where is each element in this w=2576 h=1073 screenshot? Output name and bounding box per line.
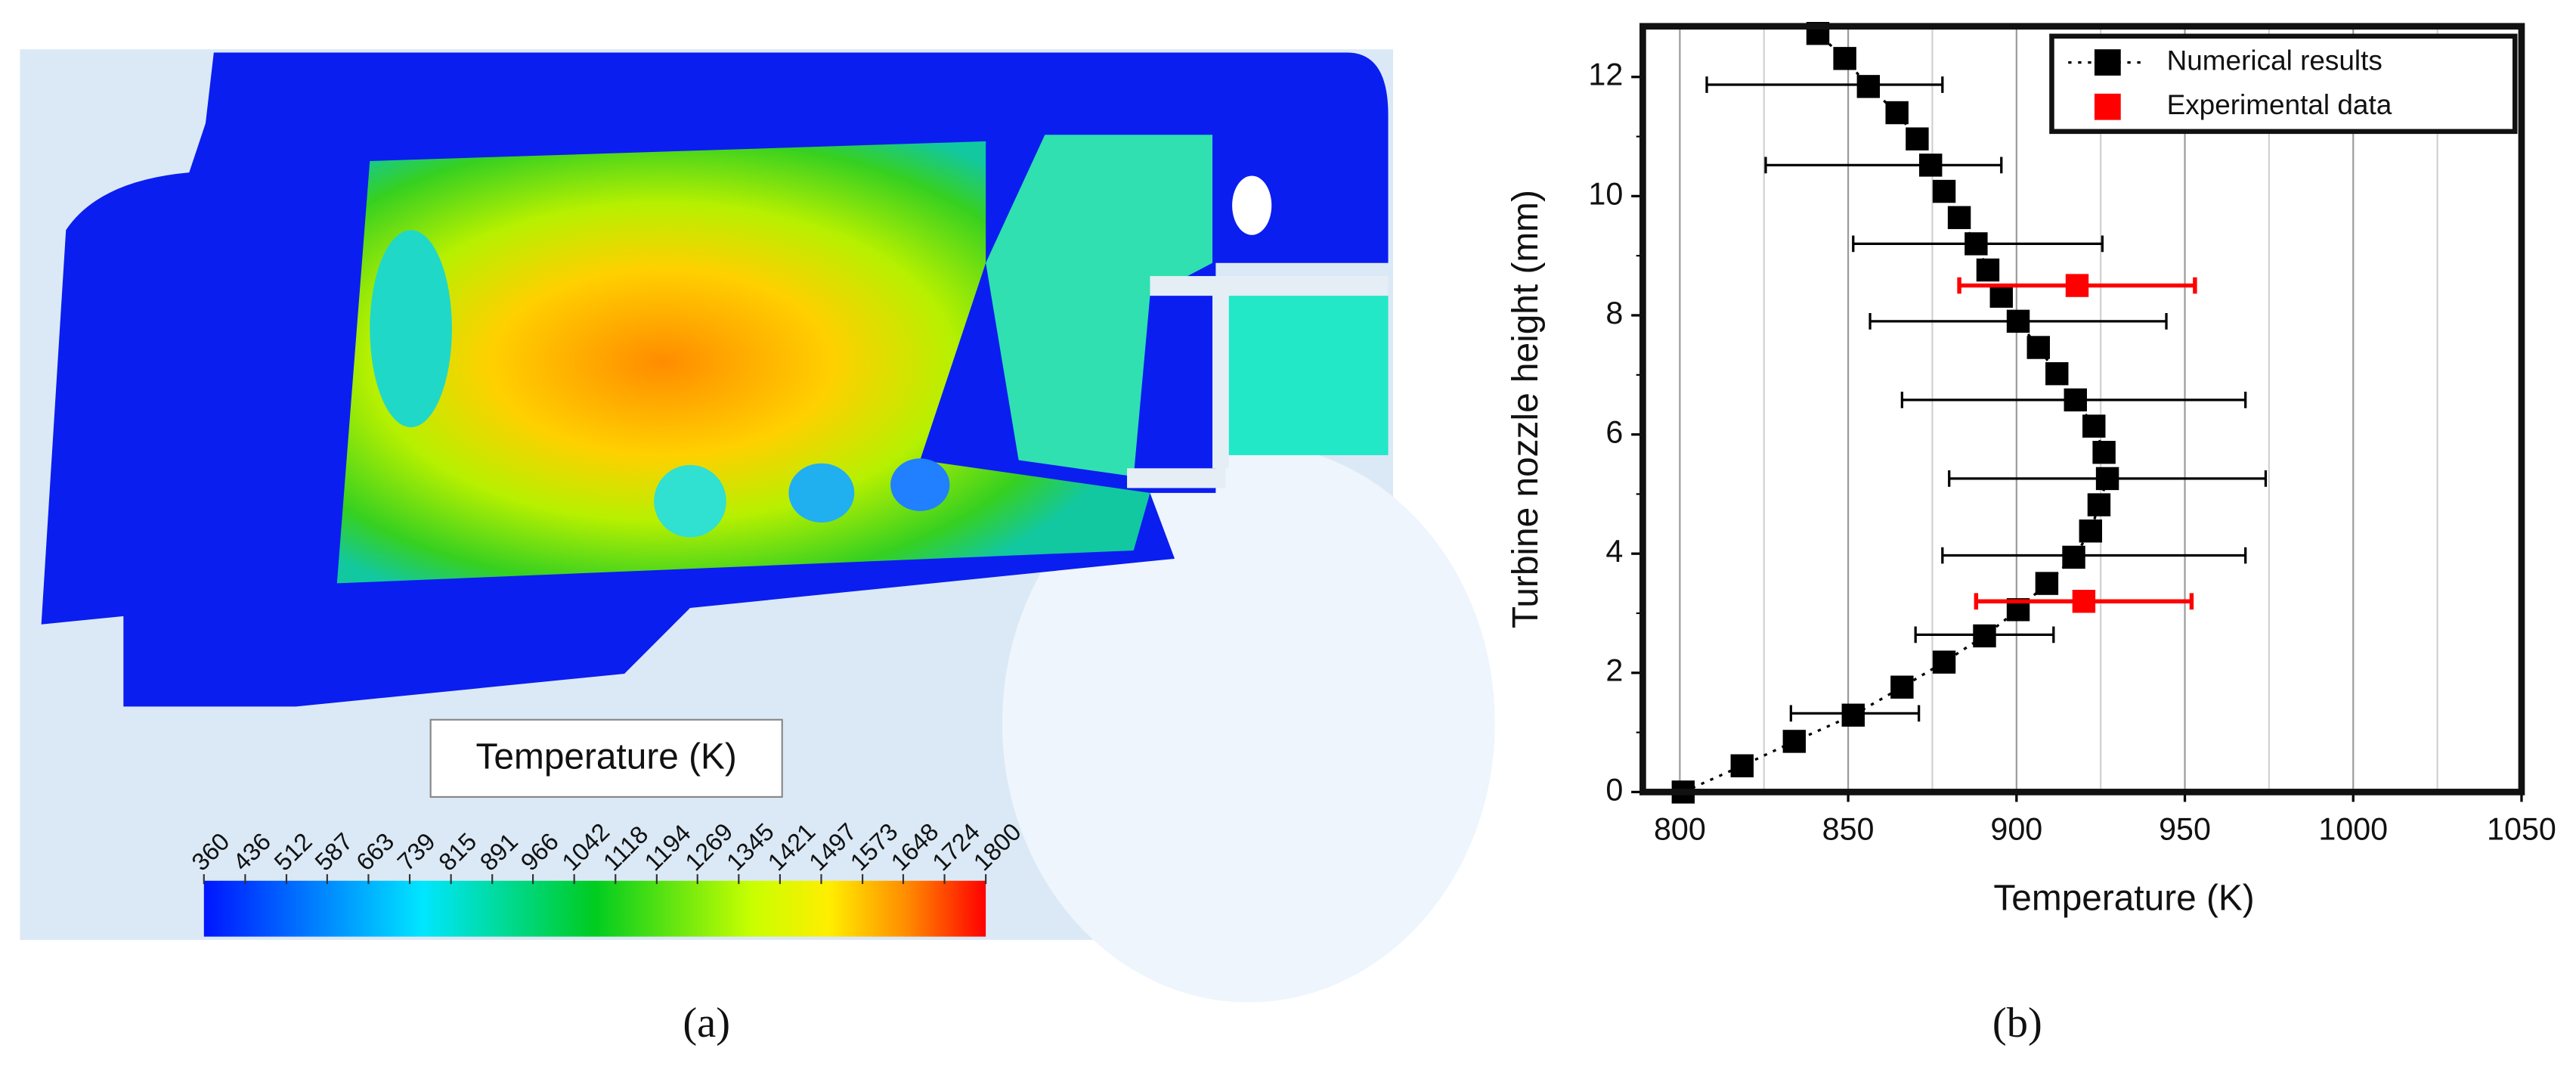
x-tick-label: 1050: [2487, 811, 2556, 846]
marker: [1947, 206, 1971, 229]
legend-label: Numerical results: [2167, 45, 2382, 76]
x-tick-label: 900: [1990, 811, 2042, 846]
marker: [2065, 274, 2089, 297]
marker: [1885, 101, 1909, 125]
marker: [1989, 284, 2013, 308]
x-tick-label: 850: [1822, 811, 1875, 846]
marker: [1973, 624, 1996, 648]
marker: [2095, 467, 2119, 491]
x-tick-label: 1000: [2318, 811, 2388, 846]
marker: [2072, 590, 2096, 613]
y-tick-label: 10: [1588, 176, 1623, 211]
marker: [2006, 309, 2030, 333]
y-tick-label: 2: [1605, 653, 1623, 688]
legend-marker: [2094, 93, 2121, 120]
marker: [2087, 493, 2111, 516]
plot-frame: [1639, 23, 2525, 795]
y-tick-label: 8: [1605, 296, 1623, 330]
error-bar-line: [1705, 76, 1944, 93]
x-tick-label: 950: [2159, 811, 2211, 846]
marker: [1890, 675, 1914, 699]
colorbar-title: Temperature (K): [476, 737, 737, 777]
marker: [2062, 545, 2085, 569]
marker: [2035, 572, 2059, 595]
y-tick-label: 4: [1605, 534, 1623, 569]
marker: [2082, 414, 2106, 438]
marker: [1919, 154, 1943, 177]
marker: [1965, 232, 1988, 256]
y-tick-label: 0: [1605, 772, 1623, 807]
marker: [1833, 47, 1856, 70]
y-tick-label: 6: [1605, 414, 1623, 449]
legend-box: [2049, 33, 2518, 135]
error-bar: [1941, 547, 2247, 564]
marker: [1730, 754, 1754, 777]
colorbar: [203, 880, 986, 937]
caption-a: (a): [683, 1000, 730, 1047]
error-bar-line: [1764, 157, 2003, 174]
legend-label: Experimental data: [2167, 89, 2392, 120]
y-axis-label: Turbine nozzle height (mm): [1506, 190, 1546, 628]
marker: [1906, 127, 1929, 150]
marker: [1841, 703, 1865, 727]
error-bar: [1705, 76, 1944, 93]
error-bar: [1764, 157, 2003, 174]
caption-b: (b): [1992, 1000, 2042, 1047]
x-axis-label: Temperature (K): [1993, 878, 2254, 918]
legend-marker: [2094, 49, 2121, 76]
error-bar-line: [1941, 547, 2247, 564]
y-tick-label: 12: [1588, 57, 1623, 92]
marker: [1782, 730, 1807, 753]
x-tick-label: 800: [1654, 811, 1706, 846]
marker: [2045, 361, 2069, 386]
cfd-image: Temperature (K): [20, 49, 1495, 1003]
marker: [1932, 179, 1956, 203]
marker: [2026, 336, 2050, 359]
marker: [1932, 650, 1956, 674]
marker: [2079, 519, 2103, 543]
legend: Numerical results Experimental data: [2049, 33, 2518, 135]
marker: [2064, 388, 2087, 412]
marker: [1976, 258, 2000, 282]
marker: [2092, 441, 2116, 464]
marker: [1856, 75, 1881, 98]
